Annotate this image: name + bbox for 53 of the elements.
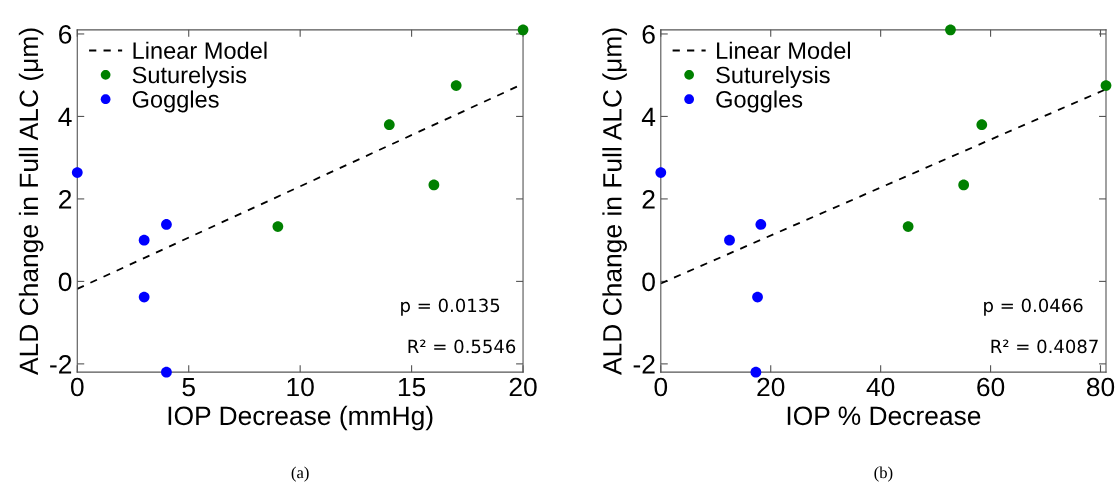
legend-label: Suturelysis [716, 66, 830, 89]
y-tick-label: 0 [58, 272, 72, 292]
annotation: R² = 0.5546 [408, 339, 516, 354]
y-axis-title: ALD Change in Full ALC (μm) [602, 28, 627, 375]
point [752, 291, 763, 303]
legend-label: Goggles [716, 90, 803, 113]
annotation: R² = 0.4087 [991, 339, 1098, 354]
text: (a) [291, 466, 309, 482]
y-tick-label: 6 [59, 25, 72, 44]
legend-label: Linear Model [717, 41, 851, 59]
y-tick-label: 6 [642, 25, 655, 44]
point [750, 366, 762, 378]
point [902, 221, 914, 232]
annotation: p = 0.0466 [984, 298, 1083, 316]
point [272, 221, 284, 232]
point [383, 119, 395, 131]
point [945, 24, 956, 36]
point [138, 291, 150, 303]
point [161, 366, 172, 378]
point [958, 179, 970, 191]
y-tick-label: 2 [642, 190, 655, 209]
y-tick-label: -2 [50, 355, 72, 374]
y-tick-label: 4 [58, 107, 72, 126]
point [428, 179, 440, 191]
point [161, 219, 172, 230]
x-tick-label: 60 [977, 377, 1005, 397]
x-tick-label: 5 [182, 377, 195, 397]
y-tick-label: 4 [641, 107, 656, 126]
x-tick-label: 20 [509, 377, 537, 397]
point [755, 219, 767, 230]
x-axis-title: IOP % Decrease [787, 406, 981, 426]
annotation: p = 0.0135 [401, 298, 500, 316]
x-tick-label: 80 [1086, 377, 1115, 397]
point [138, 234, 150, 246]
legend-label: Goggles [132, 90, 219, 113]
point [655, 167, 667, 178]
x-tick-label: 20 [757, 377, 785, 397]
point [976, 119, 988, 131]
y-tick-label: 2 [59, 190, 72, 209]
text: (b) [874, 466, 893, 482]
point [450, 80, 462, 91]
y-tick-label: 0 [642, 272, 655, 292]
x-axis-title: IOP Decrease (mmHg) [168, 405, 433, 431]
point [724, 234, 735, 246]
x-tick-label: 40 [866, 377, 895, 397]
legend-label: Suturelysis [132, 66, 247, 89]
legend-label: Linear Model [133, 41, 267, 59]
y-tick-label: -2 [633, 355, 655, 374]
x-tick-label: 15 [398, 377, 426, 397]
point [71, 167, 83, 178]
point [1100, 80, 1112, 91]
y-axis-title: ALD Change in Full ALC (μm) [18, 28, 44, 375]
x-tick-label: 10 [287, 377, 314, 397]
